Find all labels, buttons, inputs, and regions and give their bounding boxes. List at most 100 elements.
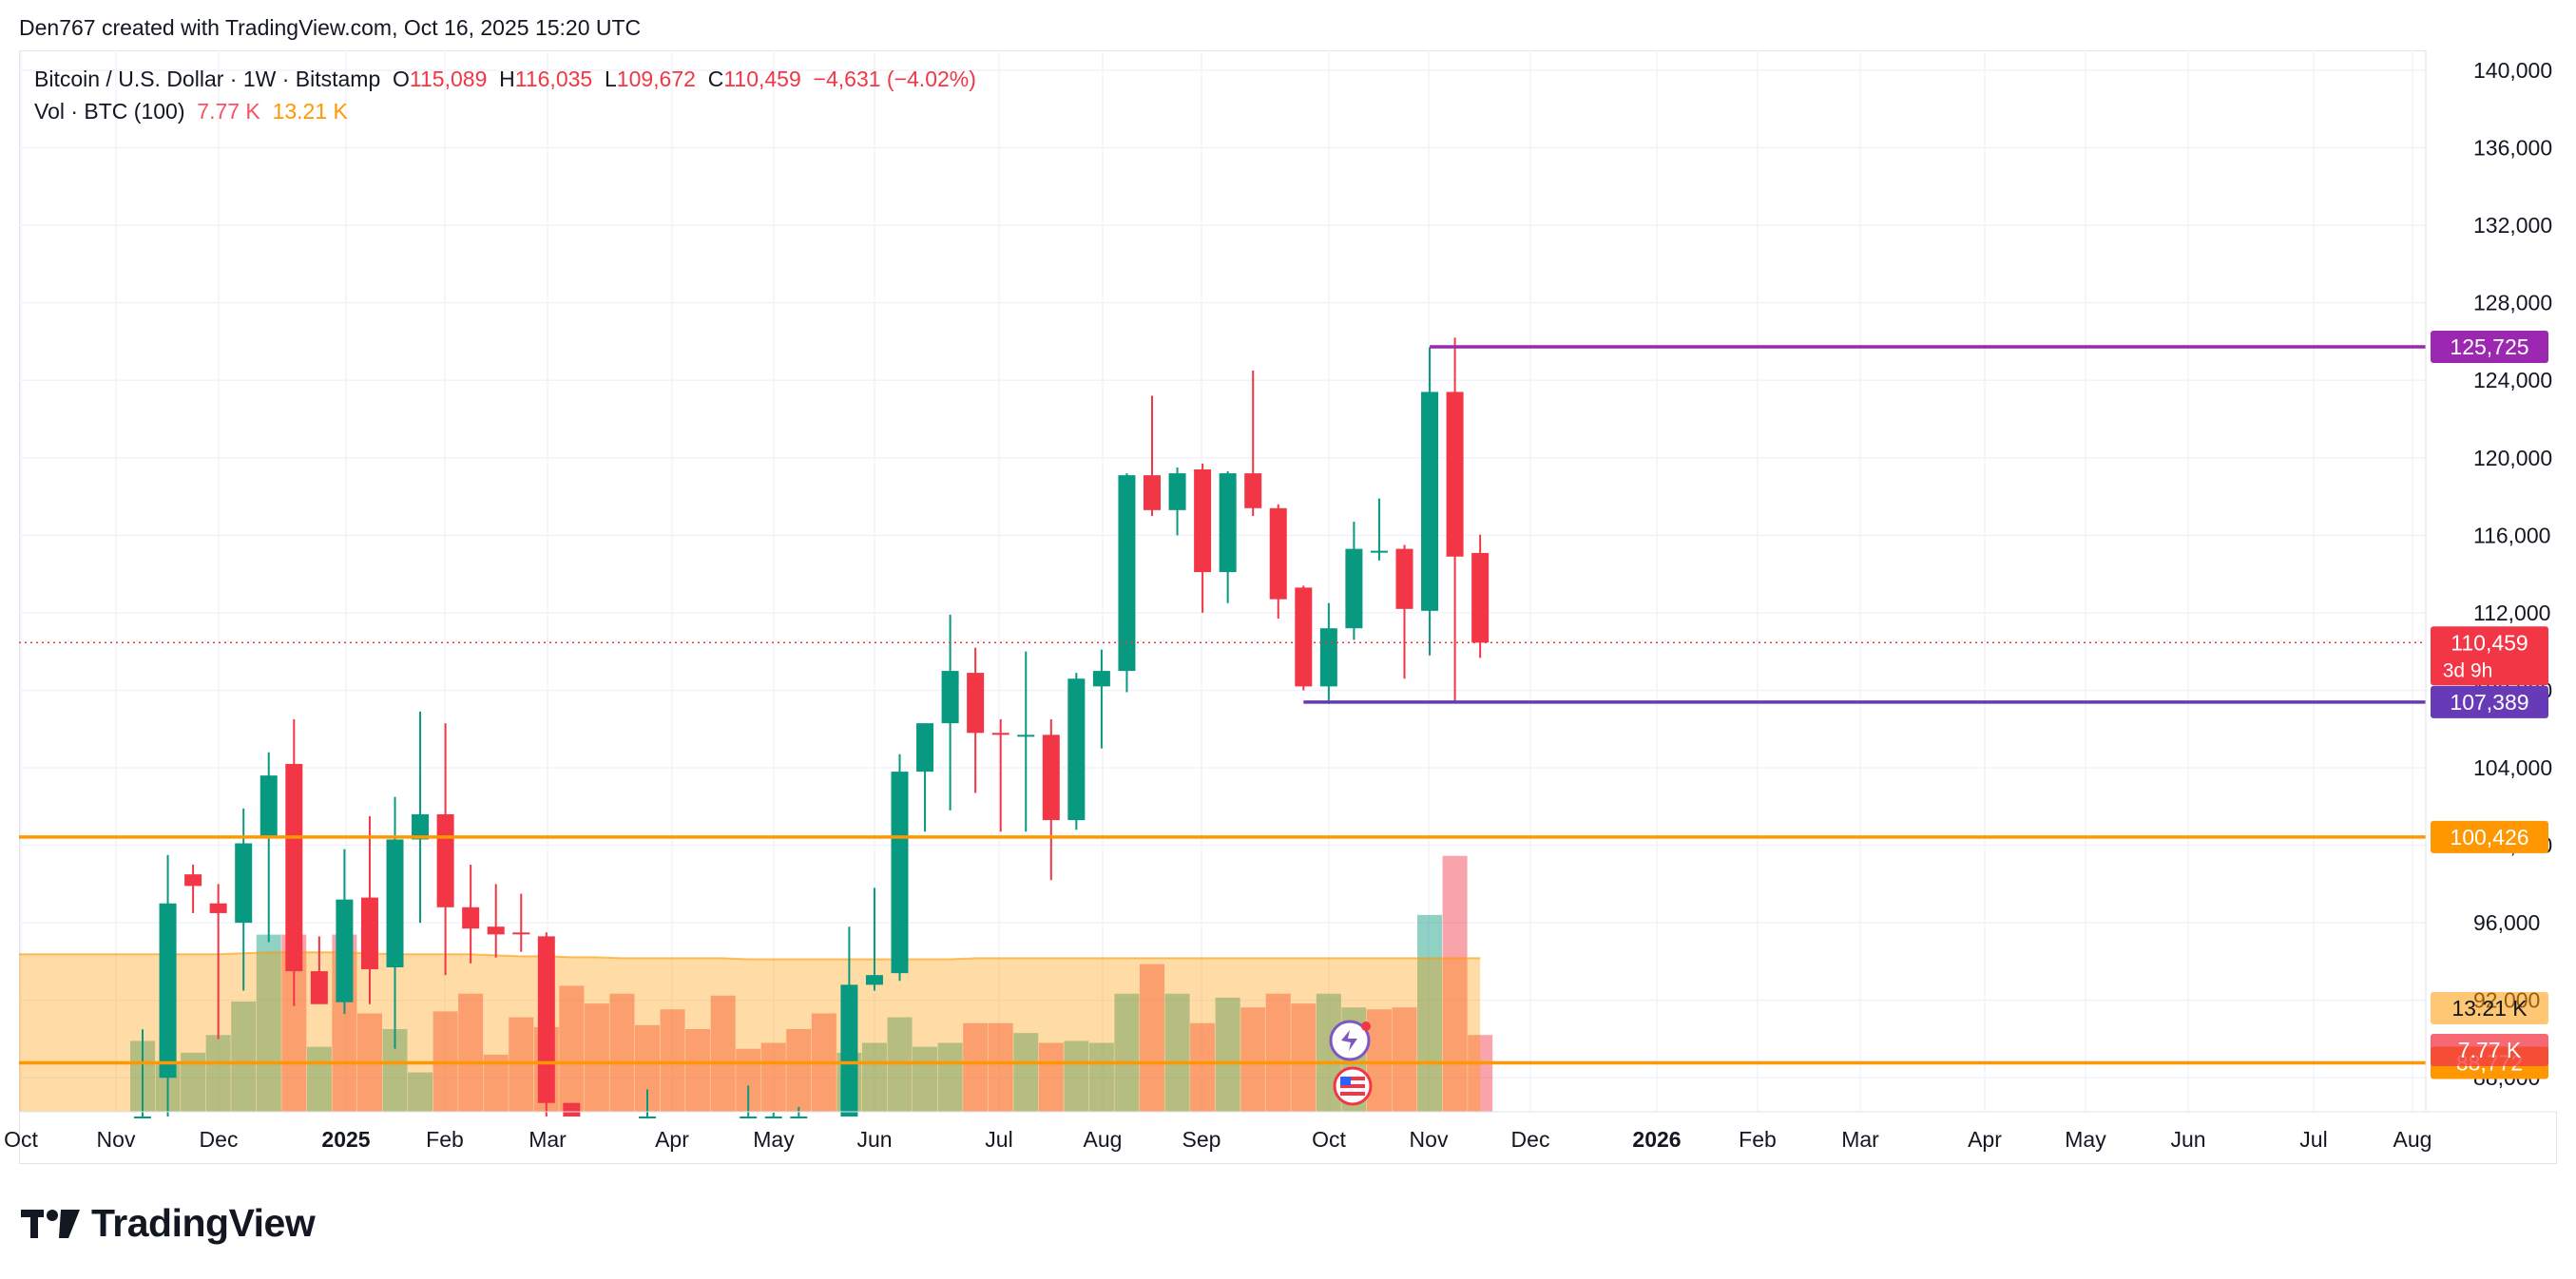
low-label: L [604,67,617,91]
price-tick-label: 128,000 [2473,291,2552,315]
volume-bar [1190,1022,1216,1112]
candle-body [740,1117,758,1118]
volume-label: 7.77 K [2458,1038,2522,1062]
time-tick-label: May [753,1127,795,1152]
candle-body [1194,469,1212,573]
candle-body [512,932,530,935]
candle-body [1118,475,1136,672]
last-price-box [2431,626,2548,686]
volume-bar [1114,993,1140,1112]
time-tick-label: May [2065,1127,2106,1152]
volume-ma-value: 13.21 K [272,99,348,124]
volume-bar [937,1042,963,1112]
time-tick-label: Nov [1410,1127,1449,1152]
candle-body [967,673,985,734]
price-line-label: 125,725 [2450,334,2528,359]
symbol-legend: Bitcoin / U.S. Dollar · 1W · Bitstamp O1… [34,67,976,92]
volume-bar [1013,1033,1039,1112]
volume-bar [685,1029,711,1112]
candle-body [1370,550,1388,553]
volume-bar [256,934,281,1112]
candle-body [991,733,1009,735]
candle-body [916,723,934,773]
price-line-label: 100,426 [2450,825,2528,849]
volume-bar [205,1035,231,1112]
time-tick-label: Feb [1739,1127,1777,1152]
time-tick-label: Oct [1312,1127,1346,1152]
time-tick-label: Jun [856,1127,892,1152]
volume-bar [306,1046,332,1112]
price-tick-label: 104,000 [2473,755,2552,780]
price-chart[interactable]: 140,000 136,000 132,000 128,000 124,000 120,0… [0,0,2576,1178]
candle-body [1092,671,1110,687]
volume-ma-label: 13.21 K [2451,996,2528,1021]
volume-pane [19,855,1493,1112]
volume-bar [988,1022,1013,1112]
time-tick-label: Nov [97,1127,136,1152]
volume-bar [1366,1009,1392,1112]
time-tick-label: Jul [2299,1127,2327,1152]
volume-bar [786,1029,812,1112]
volume-bar [1164,993,1190,1112]
candle-body [1269,507,1287,600]
volume-bar [1140,964,1164,1112]
tradingview-logo[interactable]: TradingView [21,1201,316,1246]
volume-bar [1064,1040,1089,1112]
candle-body [639,1117,656,1118]
price-tick-label: 116,000 [2473,523,2550,547]
time-tick-label: Sep [1182,1127,1221,1152]
open-value: 115,089 [409,67,488,91]
price-label-box [2431,331,2548,364]
volume-bar [1215,997,1240,1112]
grid [19,50,2426,1112]
candle-body [1319,628,1337,687]
price-tick-label: 124,000 [2473,368,2552,392]
time-tick-label: Jul [985,1127,1012,1152]
close-label: C [707,67,724,91]
volume-bar [609,993,635,1112]
volume-label-box [2431,1034,2548,1066]
candle-body [412,813,430,840]
tradingview-logo-icon [21,1209,80,1238]
candle-body [462,907,480,929]
volume-bar [1240,1007,1266,1112]
candle-body [1244,473,1262,508]
time-tick-label: Mar [1841,1127,1879,1152]
candle-body [1144,475,1161,510]
candle-body [310,971,328,1004]
volume-ma-label-box [2431,992,2548,1024]
volume-ma-area [19,952,1481,1112]
price-label-box [2431,685,2548,718]
volume-bar [1417,914,1443,1112]
price-label-box [2431,820,2548,853]
time-tick-label: 2026 [1632,1127,1681,1152]
price-axis: 140,000 136,000 132,000 128,000 124,000 120,0… [2425,50,2557,1112]
candle-body [235,843,253,924]
candle-body [840,984,858,1117]
time-tick-label: Feb [426,1127,464,1152]
price-lines [19,345,2426,1065]
price-tick-label: 140,000 [2473,58,2552,83]
candle-body [1042,735,1060,821]
time-tick-label: Jun [2170,1127,2205,1152]
candle-body [790,1117,808,1118]
ai-sparkle-icon[interactable] [1329,1020,1371,1061]
symbol-title[interactable]: Bitcoin / U.S. Dollar · 1W · Bitstamp [34,67,381,91]
volume-bar [1468,1035,1493,1112]
candle-body [487,926,505,935]
volume-bar [408,1072,433,1112]
time-tick-label: Dec [200,1127,239,1152]
us-flag-icon[interactable] [1333,1066,1373,1106]
candle-body [764,1117,782,1118]
volume-bar [861,1042,887,1112]
open-label: O [393,67,410,91]
attribution-text: Den767 created with TradingView.com, Oct… [19,15,642,40]
time-tick-label: Oct [4,1127,38,1152]
volume-title[interactable]: Vol · BTC (100) [34,99,185,124]
low-value: 109,672 [616,67,696,91]
volume-bar [559,985,585,1112]
candle-body [537,936,555,1103]
candle-body [285,763,303,972]
candle-body [360,897,378,970]
volume-bar [913,1046,938,1112]
